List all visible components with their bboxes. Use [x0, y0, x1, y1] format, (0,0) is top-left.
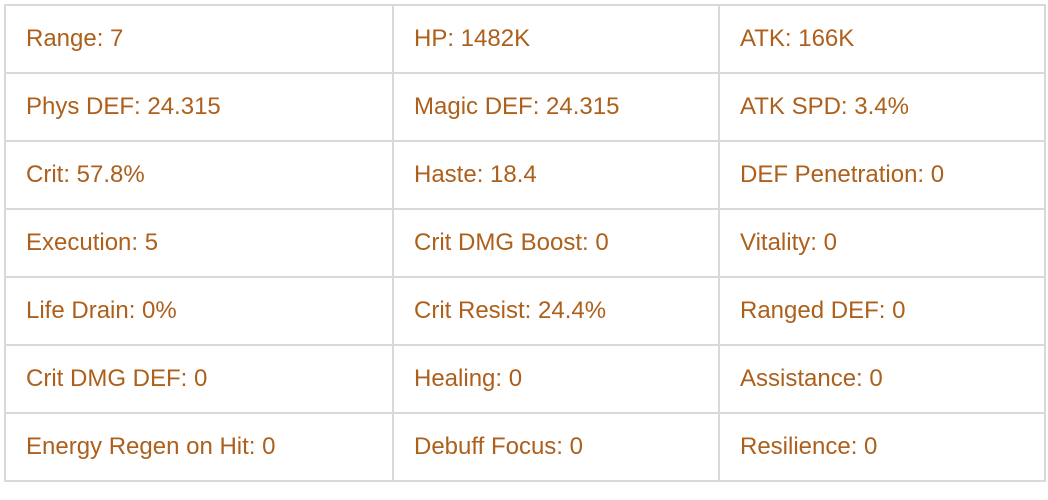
stat-cell-assistance: Assistance: 0: [718, 344, 1046, 414]
stats-table: Range: 7 HP: 1482K ATK: 166K Phys DEF: 2…: [4, 4, 1046, 482]
stat-cell-crit: Crit: 57.8%: [4, 140, 394, 210]
table-row: Life Drain: 0% Crit Resist: 24.4% Ranged…: [4, 276, 1046, 346]
stat-cell-debuff-focus: Debuff Focus: 0: [392, 412, 720, 482]
stat-cell-crit-dmg-boost: Crit DMG Boost: 0: [392, 208, 720, 278]
table-row: Phys DEF: 24.315 Magic DEF: 24.315 ATK S…: [4, 72, 1046, 142]
stat-cell-crit-resist: Crit Resist: 24.4%: [392, 276, 720, 346]
stat-cell-phys-def: Phys DEF: 24.315: [4, 72, 394, 142]
stat-cell-haste: Haste: 18.4: [392, 140, 720, 210]
stat-cell-crit-dmg-def: Crit DMG DEF: 0: [4, 344, 394, 414]
stat-cell-energy-regen-on-hit: Energy Regen on Hit: 0: [4, 412, 394, 482]
table-row: Range: 7 HP: 1482K ATK: 166K: [4, 4, 1046, 74]
stat-cell-hp: HP: 1482K: [392, 4, 720, 74]
stat-cell-def-penetration: DEF Penetration: 0: [718, 140, 1046, 210]
stat-cell-life-drain: Life Drain: 0%: [4, 276, 394, 346]
stat-cell-resilience: Resilience: 0: [718, 412, 1046, 482]
stat-cell-execution: Execution: 5: [4, 208, 394, 278]
table-row: Energy Regen on Hit: 0 Debuff Focus: 0 R…: [4, 412, 1046, 482]
stat-cell-range: Range: 7: [4, 4, 394, 74]
stat-cell-atk: ATK: 166K: [718, 4, 1046, 74]
table-row: Crit DMG DEF: 0 Healing: 0 Assistance: 0: [4, 344, 1046, 414]
stat-cell-ranged-def: Ranged DEF: 0: [718, 276, 1046, 346]
table-row: Execution: 5 Crit DMG Boost: 0 Vitality:…: [4, 208, 1046, 278]
stat-cell-magic-def: Magic DEF: 24.315: [392, 72, 720, 142]
stat-cell-vitality: Vitality: 0: [718, 208, 1046, 278]
stat-cell-atk-spd: ATK SPD: 3.4%: [718, 72, 1046, 142]
table-row: Crit: 57.8% Haste: 18.4 DEF Penetration:…: [4, 140, 1046, 210]
stat-cell-healing: Healing: 0: [392, 344, 720, 414]
